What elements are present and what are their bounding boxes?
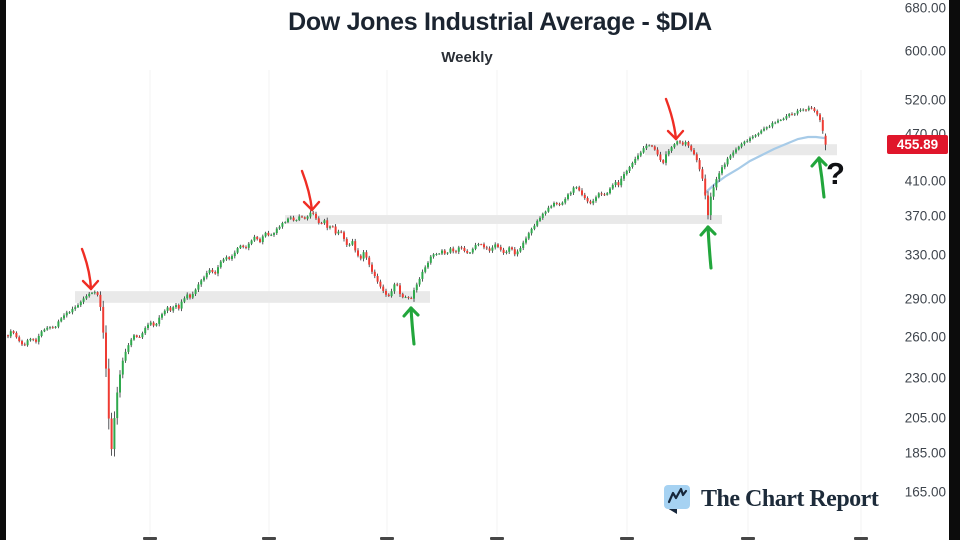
last-price-badge: 455.89 (887, 135, 948, 155)
x-axis-label-stub (620, 537, 634, 540)
chart-report-logo: The Chart Report (663, 484, 879, 515)
annotation-arrows (80, 97, 828, 346)
y-axis-label: 680.00 (904, 0, 946, 16)
y-axis-label: 600.00 (904, 43, 946, 59)
x-axis-label-stub (380, 537, 394, 540)
chart-report-logo-text: The Chart Report (701, 486, 879, 512)
left-black-bar (0, 0, 6, 540)
y-axis-label: 330.00 (904, 247, 946, 263)
x-axis-label-stub (741, 537, 755, 540)
y-axis-label: 370.00 (904, 208, 946, 224)
y-axis-label: 260.00 (904, 329, 946, 345)
y-axis-label: 410.00 (904, 173, 946, 189)
y-axis-label: 205.00 (904, 410, 946, 426)
y-axis-label: 520.00 (904, 92, 946, 108)
y-axis-label: 165.00 (904, 484, 946, 500)
right-black-bar (949, 0, 960, 540)
chart-report-logo-icon (664, 485, 690, 514)
chart-title: Dow Jones Industrial Average - $DIA (288, 8, 712, 36)
x-axis-label-stub (143, 537, 157, 540)
x-axis-label-stub (490, 537, 504, 540)
question-mark-annotation: ? (826, 156, 845, 191)
support-resistance-zones (75, 144, 837, 303)
chart-timeframe: Weekly (441, 49, 493, 66)
candles-layer (7, 105, 827, 457)
y-axis-label: 185.00 (904, 445, 946, 461)
moving-average-line (703, 135, 826, 195)
x-axis-label-stub (854, 537, 868, 540)
x-axis-label-stub (262, 537, 276, 540)
y-axis-label: 290.00 (904, 291, 946, 307)
y-axis-label: 230.00 (904, 370, 946, 386)
